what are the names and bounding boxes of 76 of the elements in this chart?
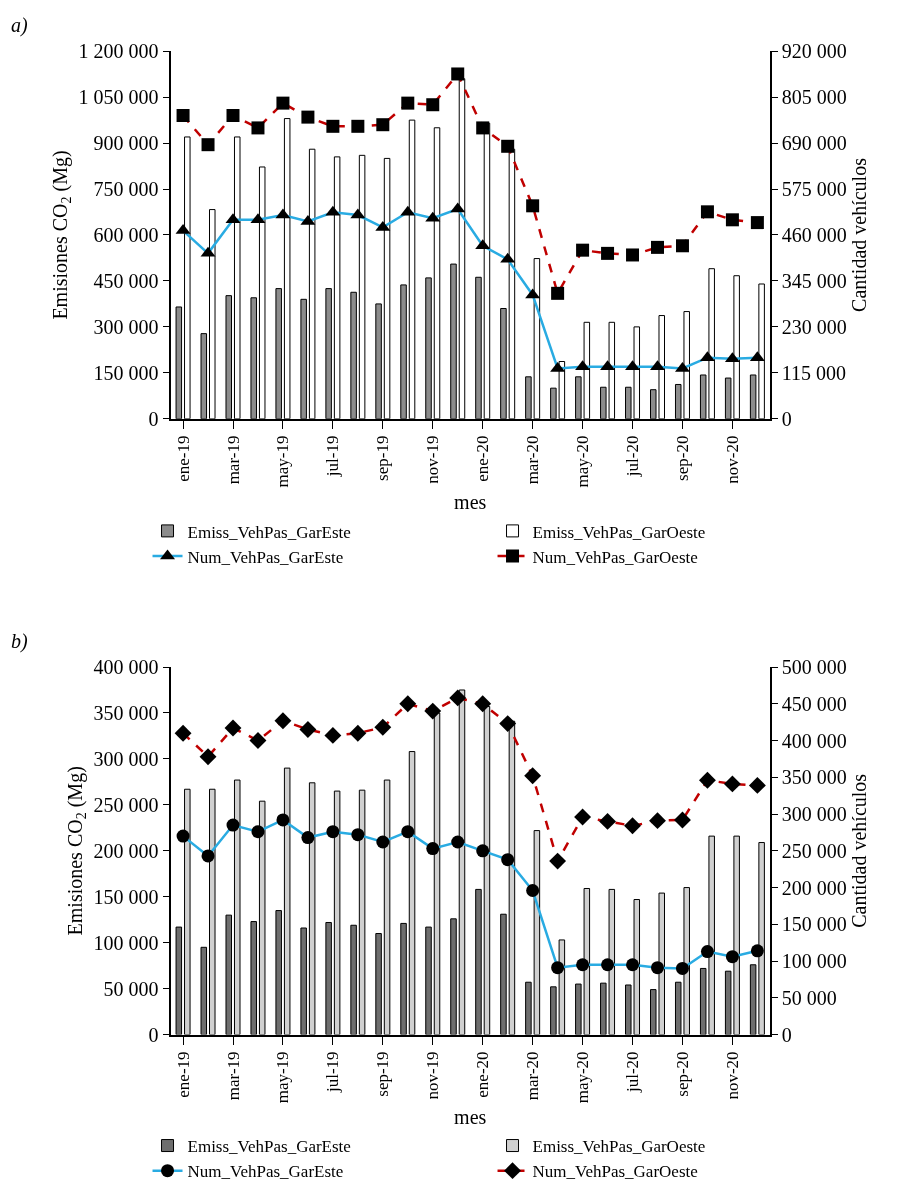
y-tick-label: 150 000 — [93, 361, 159, 384]
y-tick-label: 50 000 — [103, 977, 159, 1000]
y2-tick-label: 690 000 — [781, 132, 847, 155]
y2-tick-label: 500 000 — [781, 656, 847, 679]
legend-label: Emiss_VehPas_GarEste — [187, 1137, 351, 1157]
y-tick-label: 200 000 — [93, 839, 159, 862]
x-tick-label: nov-20 — [722, 435, 742, 484]
y2-tick-label: 115 000 — [781, 361, 847, 384]
y-tick-label: 300 000 — [93, 747, 159, 770]
y2-tick-label: 400 000 — [781, 729, 847, 752]
y-tick-label: 1 050 000 — [78, 86, 159, 109]
x-tick-label: may-19 — [273, 1051, 293, 1104]
legend-label: Num_VehPas_GarOeste — [532, 1162, 698, 1182]
x-tick-label: mar-20 — [523, 1051, 543, 1101]
x-tick-label: ene-20 — [473, 435, 493, 482]
y2-tick-label: 230 000 — [781, 315, 847, 338]
y-tick-label: 250 000 — [93, 793, 159, 816]
legend-label: Num_VehPas_GarEste — [187, 1162, 344, 1182]
x-tick-label: jul-20 — [623, 435, 643, 478]
x-tick-label: nov-20 — [722, 1051, 742, 1100]
y2-tick-label: 0 — [781, 407, 792, 430]
y2-tick-label: 50 000 — [781, 986, 837, 1009]
x-tick-label: ene-20 — [473, 1051, 493, 1098]
y2-tick-label: 460 000 — [781, 223, 847, 246]
y-tick-label: 300 000 — [93, 315, 159, 338]
y2-tick-label: 150 000 — [781, 913, 847, 936]
x-tick-label: nov-19 — [423, 1051, 443, 1100]
y2-tick-label: 805 000 — [781, 86, 847, 109]
x-tick-label: sep-20 — [672, 435, 692, 481]
y2-tick-label: 250 000 — [781, 839, 847, 862]
y-tick-label: 350 000 — [93, 701, 159, 724]
y-tick-label: 750 000 — [93, 178, 159, 201]
x-tick-label: ene-19 — [173, 1051, 193, 1098]
text: a) — [11, 14, 28, 37]
y-tick-label: 600 000 — [93, 223, 159, 246]
y2-tick-label: 200 000 — [781, 876, 847, 899]
y2-tick-label: 920 000 — [781, 40, 847, 63]
x-tick-label: jul-20 — [623, 1051, 643, 1094]
legend-label: Emiss_VehPas_GarOeste — [532, 522, 706, 542]
x-tick-label: ene-19 — [173, 435, 193, 482]
y2-axis-title: Cantidad vehículos — [847, 157, 870, 312]
legend-label: Num_VehPas_GarEste — [187, 547, 344, 567]
y-tick-label: 900 000 — [93, 132, 159, 155]
x-tick-label: nov-19 — [423, 435, 443, 484]
legend-label: Num_VehPas_GarOeste — [532, 547, 698, 567]
y-tick-label: 150 000 — [93, 885, 159, 908]
y-tick-label: 400 000 — [93, 656, 159, 679]
y2-tick-label: 300 000 — [781, 803, 847, 826]
x-axis-title: mes — [454, 490, 487, 513]
y2-tick-label: 100 000 — [781, 950, 847, 973]
x-tick-label: mar-20 — [523, 435, 543, 485]
y-tick-label: 0 — [148, 1023, 159, 1046]
y2-tick-label: 345 000 — [781, 269, 847, 292]
y2-axis-title: Cantidad vehículos — [847, 773, 870, 928]
y-tick-label: 450 000 — [93, 269, 159, 292]
x-tick-label: sep-19 — [373, 435, 393, 481]
legend-label: Emiss_VehPas_GarOeste — [532, 1137, 706, 1157]
y-tick-label: 100 000 — [93, 931, 159, 954]
y2-tick-label: 0 — [781, 1023, 792, 1046]
y2-tick-label: 350 000 — [781, 766, 847, 789]
text: b) — [11, 630, 28, 653]
x-tick-label: may-19 — [273, 435, 293, 488]
x-tick-label: mar-19 — [223, 435, 243, 485]
x-tick-label: may-20 — [573, 1051, 593, 1104]
y2-tick-label: 575 000 — [781, 178, 847, 201]
y2-tick-label: 450 000 — [781, 692, 847, 715]
y-tick-label: 0 — [148, 407, 159, 430]
x-tick-label: sep-19 — [373, 1051, 393, 1097]
y-tick-label: 1 200 000 — [78, 40, 159, 63]
legend-label: Emiss_VehPas_GarEste — [187, 522, 351, 542]
x-axis-title: mes — [454, 1106, 487, 1129]
x-tick-label: mar-19 — [223, 1051, 243, 1101]
x-tick-label: sep-20 — [672, 1051, 692, 1097]
x-tick-label: may-20 — [573, 435, 593, 488]
x-tick-label: jul-19 — [323, 435, 343, 478]
x-tick-label: jul-19 — [323, 1051, 343, 1094]
